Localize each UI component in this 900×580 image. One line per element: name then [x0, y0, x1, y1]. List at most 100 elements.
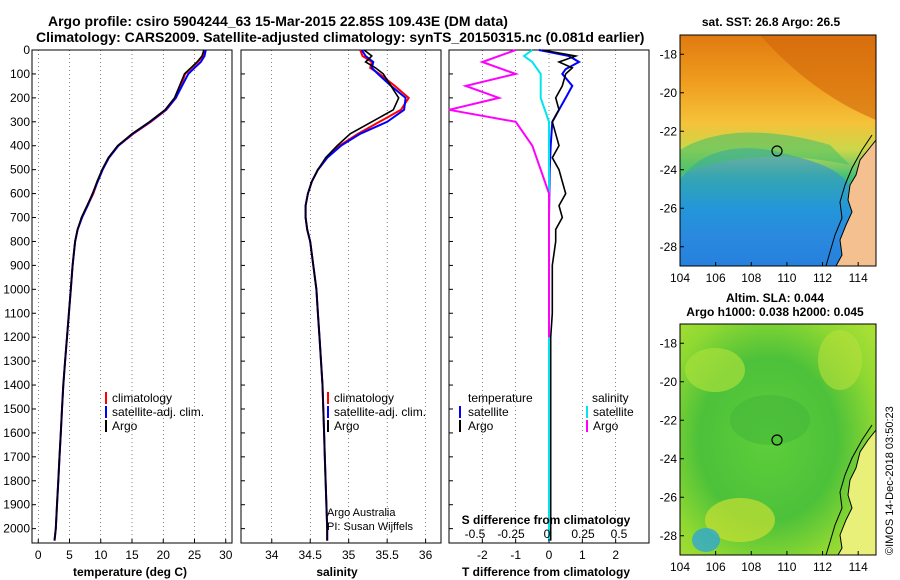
depth-tick-label: 1500 [3, 402, 30, 416]
difference-axis-label: T difference from climatology [462, 565, 630, 579]
x-tick-label: 10 [94, 548, 108, 562]
depth-tick-label: 700 [10, 211, 30, 225]
x-tick-label: 5 [66, 548, 73, 562]
s-diff-tick-label: -0.25 [497, 527, 525, 541]
credit-line1: Argo Australia [327, 507, 396, 519]
x-axes: 0 5 10 15 20 25 30 34 34.5 35 35.5 36 -2 -1 0 1 2 -0.5 -0.… [35, 527, 628, 562]
depth-tick-label: 2000 [3, 522, 30, 536]
depth-tick-label: 0 [23, 43, 30, 57]
sst-cool-patch [680, 148, 855, 266]
map-x-tick-label: 114 [849, 271, 868, 285]
map-y-tick-label: -20 [660, 375, 678, 389]
x-tick-label: -2 [477, 548, 488, 562]
depth-tick-label: 800 [10, 234, 30, 248]
depth-tick-label: 1300 [3, 354, 30, 368]
s-diff-tick-label: -0.5 [465, 527, 486, 541]
depth-tick-label: 1100 [4, 306, 30, 320]
depth-tick-label: 200 [10, 91, 30, 105]
series-line-satellite-adj-clim- [53, 49, 207, 541]
series-line-climatology [53, 49, 207, 541]
map-x-tick-label: 112 [813, 560, 832, 574]
depth-tick-label: 1600 [3, 426, 30, 440]
sla-map-title-line2: Argo h1000: 0.038 h2000: 0.045 [686, 305, 864, 319]
map-x-tick-label: 114 [849, 560, 868, 574]
x-tick-label: 15 [125, 548, 139, 562]
series-line-satellite-adj-clim- [304, 49, 407, 541]
legend-label-argo: Argo [112, 419, 138, 433]
legend-label-argo: Argo [334, 419, 360, 433]
s-diff-tick-label: 0 [544, 527, 551, 541]
map-y-tick-label: -28 [660, 240, 678, 254]
sla-blob [730, 395, 810, 445]
figure-title-line1: Argo profile: csiro 5904244_63 15-Mar-20… [48, 13, 508, 29]
sla-blob [705, 498, 775, 542]
legend-label-argo: Argo [468, 419, 494, 433]
series-line-climatology [304, 49, 411, 541]
temperature-panel-frame [31, 49, 233, 544]
sst-map [680, 35, 876, 266]
legend-title-temperature: temperature [468, 391, 533, 405]
salinity-axis-label: salinity [316, 565, 358, 579]
sla-blob [685, 348, 745, 392]
map-x-tick-label: 108 [741, 271, 761, 285]
map-y-tick-label: -22 [660, 413, 678, 427]
x-tick-label: 0 [35, 548, 42, 562]
map-y-tick-label: -18 [660, 47, 678, 61]
figure-title-line2: Climatology: CARS2009. Satellite-adjuste… [36, 29, 644, 45]
series-line-argo [542, 49, 579, 541]
imos-stamp: ©IMOS 14-Dec-2018 03:50:23 [884, 406, 896, 555]
depth-tick-label: 600 [10, 187, 30, 201]
salinity-difference-axis-label: S difference from climatology [462, 513, 631, 527]
map-x-tick-label: 106 [706, 271, 726, 285]
legend-label-salinity-argo: Argo [593, 419, 619, 433]
series-line-argo [304, 49, 400, 541]
depth-tick-label: 1400 [3, 378, 30, 392]
map-x-tick-label: 104 [670, 271, 690, 285]
coastline-contour [825, 424, 873, 555]
s-diff-tick-label: 0.25 [571, 527, 595, 541]
series-line-satellite [538, 49, 582, 541]
x-tick-label: 34.5 [299, 548, 323, 562]
coastline-contour [825, 134, 873, 266]
depth-tick-label: 500 [10, 163, 30, 177]
map-x-tick-label: 106 [706, 560, 726, 574]
legend-label-salinity-satellite: satellite [593, 405, 634, 419]
s-diff-tick-label: 0.5 [611, 527, 628, 541]
x-tick-label: 30 [219, 548, 233, 562]
x-tick-label: 35.5 [375, 548, 399, 562]
series-line-salinity-argo [448, 49, 550, 338]
sst-green-band [680, 132, 850, 175]
legend-title-salinity: salinity [592, 391, 629, 405]
legend-label-climatology: climatology [334, 391, 394, 405]
map-x-tick-label: 110 [777, 560, 796, 574]
map-x-tick-label: 110 [777, 271, 796, 285]
salinity-legend: climatology satellite-adj. clim. Argo [327, 391, 426, 433]
depth-tick-label: 1700 [3, 450, 30, 464]
x-tick-label: 36 [419, 548, 433, 562]
x-tick-label: 20 [157, 548, 171, 562]
profile-lines [53, 49, 582, 541]
land-polygon [835, 139, 876, 266]
map-axes: 104 106 108 110 112 114 -18 -20 -22 -24 -26 -28 104 1… [660, 47, 868, 574]
sla-map [680, 324, 876, 555]
depth-tick-label: 1200 [3, 330, 30, 344]
legend-label-climatology: climatology [112, 391, 172, 405]
depth-tick-label: 900 [10, 258, 30, 272]
depth-tick-label: 1800 [3, 474, 30, 488]
series-line-salinity-satellite [522, 49, 550, 541]
difference-legend-temperature: temperature satellite Argo [459, 391, 533, 433]
sst-map-frame [679, 34, 877, 267]
map-y-tick-label: -18 [660, 336, 678, 350]
x-tick-label: 34 [265, 548, 279, 562]
legend-label-satellite: satellite-adj. clim. [334, 405, 426, 419]
x-tick-label: 0 [546, 548, 553, 562]
argo-position-marker [771, 145, 783, 157]
legend-label-satellite: satellite [468, 405, 509, 419]
depth-tick-label: 400 [10, 139, 30, 153]
grid-lines [38, 50, 616, 543]
depth-tick-label: 300 [10, 115, 30, 129]
x-tick-label: 2 [612, 548, 619, 562]
x-tick-label: -1 [510, 548, 521, 562]
legend-label-satellite: satellite-adj. clim. [112, 405, 204, 419]
